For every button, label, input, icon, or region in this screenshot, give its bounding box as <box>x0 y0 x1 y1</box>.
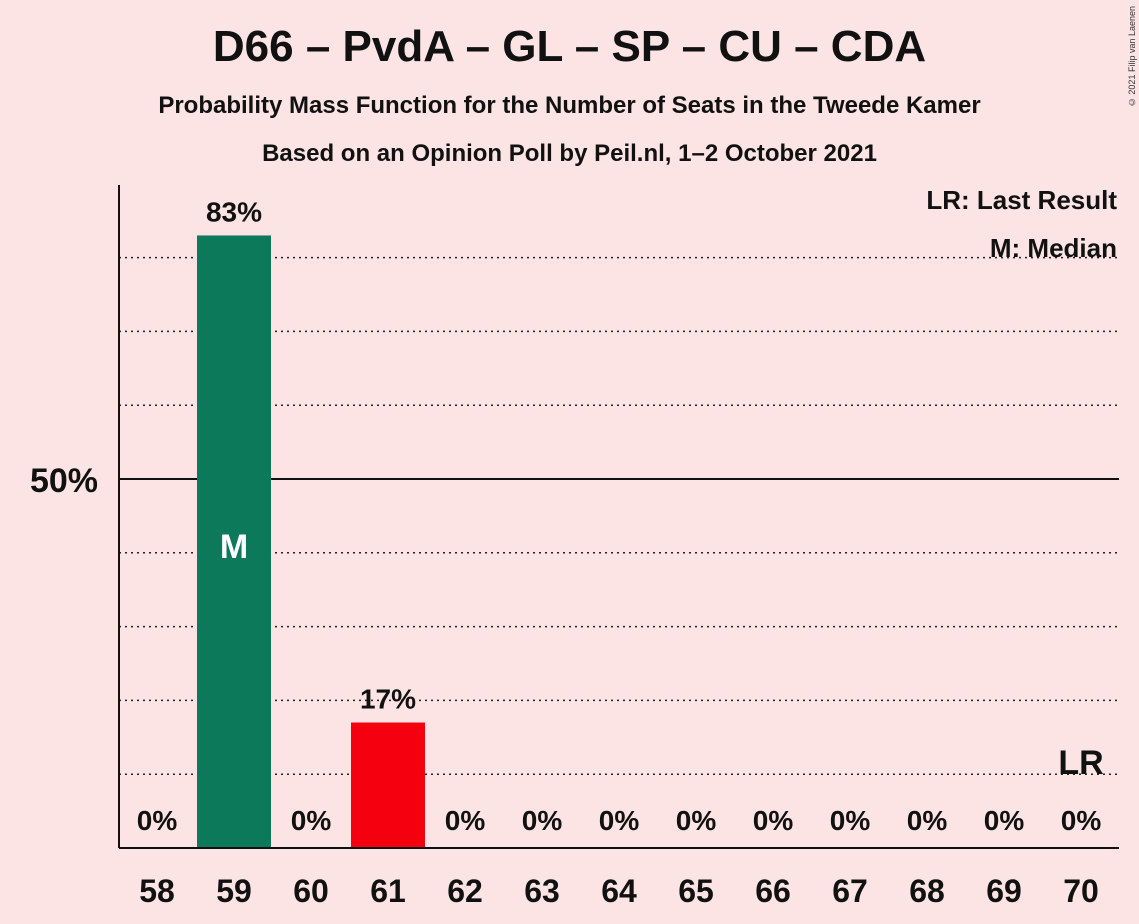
bar <box>197 235 271 848</box>
x-tick-label: 63 <box>524 873 560 909</box>
data-label: 0% <box>676 805 717 836</box>
x-tick-label: 70 <box>1063 873 1099 909</box>
data-label: 0% <box>830 805 871 836</box>
data-label: 0% <box>291 805 332 836</box>
data-label: 0% <box>522 805 563 836</box>
bar <box>351 722 425 848</box>
x-tick-label: 58 <box>139 873 175 909</box>
legend-entry: M: Median <box>990 233 1117 263</box>
last-result-marker: LR <box>1058 744 1103 782</box>
x-tick-label: 65 <box>678 873 714 909</box>
x-tick-label: 59 <box>216 873 252 909</box>
legend-entry: LR: Last Result <box>926 185 1117 215</box>
data-label: 0% <box>1061 805 1102 836</box>
x-tick-label: 60 <box>293 873 329 909</box>
x-tick-label: 64 <box>601 873 637 909</box>
x-tick-label: 68 <box>909 873 945 909</box>
data-label: 0% <box>984 805 1025 836</box>
x-tick-label: 61 <box>370 873 406 909</box>
data-label: 0% <box>445 805 486 836</box>
chart-title: D66 – PvdA – GL – SP – CU – CDA <box>212 22 927 71</box>
data-label: 0% <box>599 805 640 836</box>
data-label: 0% <box>907 805 948 836</box>
data-label: 83% <box>206 196 262 227</box>
x-tick-label: 62 <box>447 873 483 909</box>
x-tick-label: 66 <box>755 873 791 909</box>
data-label: 0% <box>137 805 178 836</box>
chart-subtitle: Probability Mass Function for the Number… <box>158 92 981 119</box>
y-tick-label: 50% <box>30 462 98 500</box>
x-tick-label: 69 <box>986 873 1022 909</box>
median-marker: M <box>220 528 248 566</box>
chart-subtitle-source: Based on an Opinion Poll by Peil.nl, 1–2… <box>262 140 877 167</box>
data-label: 0% <box>753 805 794 836</box>
x-tick-label: 67 <box>832 873 868 909</box>
data-label: 17% <box>360 684 416 715</box>
